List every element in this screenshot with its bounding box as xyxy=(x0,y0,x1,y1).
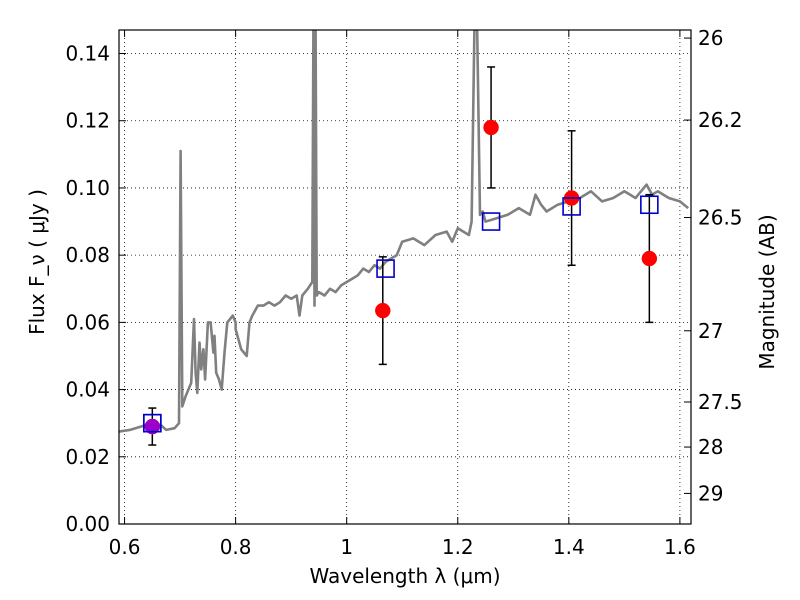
x-tick-label: 0.6 xyxy=(109,535,141,559)
model-spectrum-line xyxy=(119,30,690,433)
y2-axis-title: Magnitude (AB) xyxy=(755,214,779,369)
model-spectrum xyxy=(119,30,690,433)
mag-tick-label: 26 xyxy=(698,26,723,50)
x-axis-title: Wavelength λ (μm) xyxy=(309,564,500,588)
x-tick-label: 1.4 xyxy=(553,535,585,559)
ticks: 0.6 0.8 1 1.2 1.4 1.6 0.00 0.02 0.04 0.06 0.08 0.10… xyxy=(65,26,742,559)
synthetic-point xyxy=(481,212,501,231)
mag-tick-label: 26.2 xyxy=(698,108,743,132)
y-axis-title: Flux F_ν ( μJy ) xyxy=(25,189,49,335)
y-tick-label: 0.14 xyxy=(65,42,110,66)
y-tick-label: 0.10 xyxy=(65,176,110,200)
error-bars xyxy=(148,66,654,446)
observed-point xyxy=(375,302,391,319)
y-tick-label: 0.12 xyxy=(65,109,110,133)
y-tick-label: 0.08 xyxy=(65,243,110,267)
grid-lines xyxy=(119,30,691,525)
mag-tick-label: 27 xyxy=(698,319,723,343)
x-tick-label: 0.8 xyxy=(220,535,252,559)
synthetic-point xyxy=(376,259,395,278)
x-tick-label: 1 xyxy=(340,535,353,559)
y-tick-label: 0.00 xyxy=(65,512,110,536)
x-tick-label: 1.2 xyxy=(442,535,474,559)
y-tick-label: 0.06 xyxy=(65,310,110,334)
synthetic-point xyxy=(562,197,581,216)
data-points xyxy=(143,119,659,435)
mag-tick-label: 26.5 xyxy=(698,206,743,230)
observed-point-overlap xyxy=(144,418,161,435)
observed-point xyxy=(483,119,499,136)
plot-frame xyxy=(118,29,692,525)
x-tick-label: 1.6 xyxy=(664,535,696,559)
mag-tick-label: 28 xyxy=(698,435,723,459)
mag-tick-label: 27.5 xyxy=(698,390,743,414)
mag-tick-label: 29 xyxy=(698,481,723,505)
y-tick-label: 0.04 xyxy=(65,378,110,402)
synthetic-point xyxy=(640,195,659,215)
synthetic-point-overlap xyxy=(143,413,162,433)
y-tick-label: 0.02 xyxy=(65,445,110,469)
observed-point xyxy=(641,250,658,267)
